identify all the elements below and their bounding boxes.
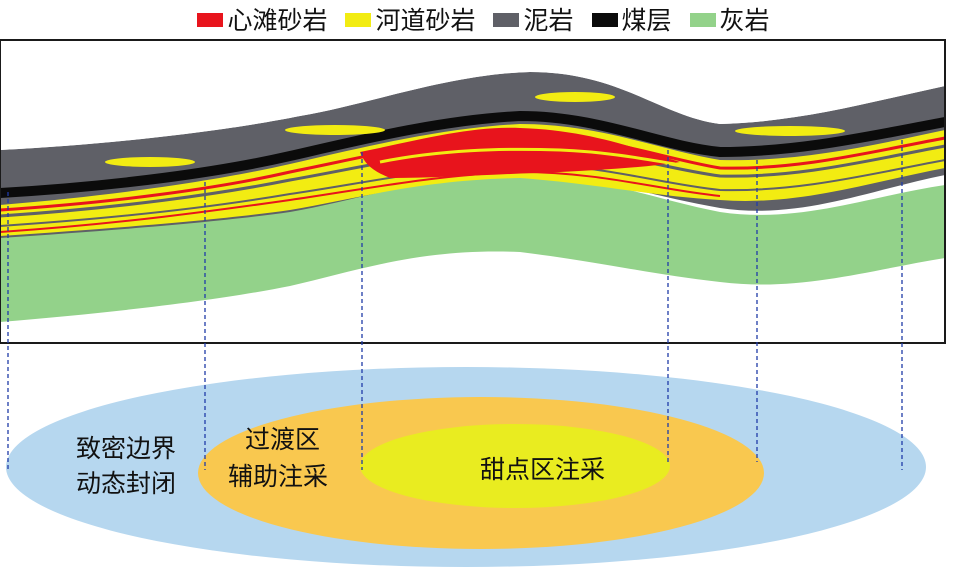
channel-lens xyxy=(735,126,845,136)
point-bar-lens xyxy=(360,127,680,178)
channel-lens xyxy=(285,125,385,135)
coal-seam xyxy=(0,110,946,198)
inner-zone-label: 甜点区注采 xyxy=(480,455,605,484)
zone-map: 致密边界 动态封闭 过渡区 辅助注采 甜点区注采 xyxy=(6,367,926,567)
legend-label: 泥岩 xyxy=(523,5,574,35)
legend-label: 心滩砂岩 xyxy=(227,5,328,35)
channel-lens xyxy=(105,157,195,167)
channel-streak-in-lens xyxy=(379,147,676,166)
legend-label: 灰岩 xyxy=(719,5,770,35)
green-swatch-icon xyxy=(689,13,716,27)
red-swatch-icon xyxy=(197,13,224,27)
yellow-swatch-icon xyxy=(345,13,372,27)
legend-item: 泥岩 xyxy=(493,5,574,35)
cross-section-frame xyxy=(0,39,946,344)
legend-label: 河道砂岩 xyxy=(375,5,476,35)
outer-zone-label-line1: 致密边界 xyxy=(76,434,176,463)
legend-item: 煤层 xyxy=(591,5,672,35)
legend-item: 河道砂岩 xyxy=(345,8,475,33)
sky-mask xyxy=(0,40,945,150)
middle-zone-label-line2: 辅助注采 xyxy=(228,462,328,491)
sweet-spot-zone xyxy=(360,424,670,508)
channel-lens xyxy=(535,92,615,102)
middle-zone-label-line1: 过渡区 xyxy=(245,425,320,454)
gray-swatch-icon xyxy=(493,13,520,27)
legend: 心滩砂岩 河道砂岩 泥岩 煤层 灰岩 xyxy=(0,2,967,38)
legend-item: 灰岩 xyxy=(689,5,770,35)
black-swatch-icon xyxy=(591,13,618,27)
outer-zone-label-line2: 动态封闭 xyxy=(76,469,176,498)
point-bar-streak xyxy=(0,170,721,233)
limestone-layer xyxy=(0,176,945,322)
legend-label: 煤层 xyxy=(621,5,672,35)
legend-item: 心滩砂岩 xyxy=(197,8,327,33)
cross-section xyxy=(0,39,946,344)
projection-guides xyxy=(7,140,903,470)
